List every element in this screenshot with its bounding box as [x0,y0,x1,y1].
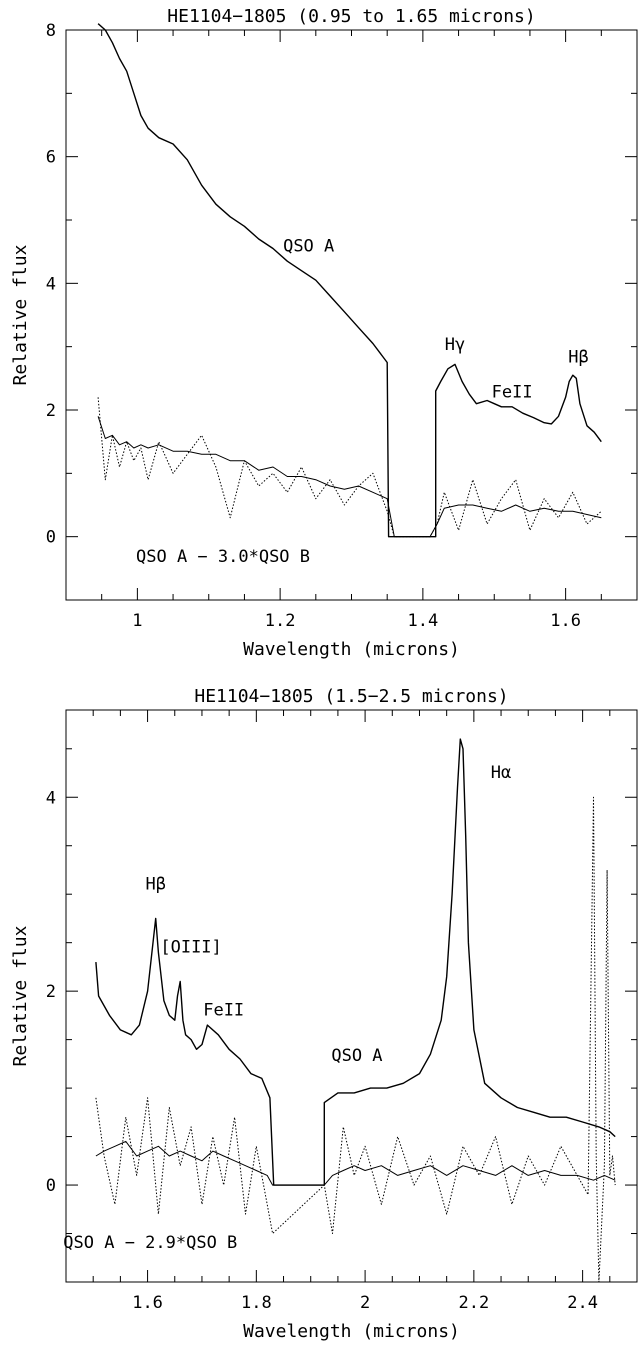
y-axis-label: Relative flux [10,244,31,385]
y-tick-label: 4 [46,788,56,808]
y-tick-label: 4 [46,274,56,294]
chart-panel-bottom: HE1104−1805 (1.5−2.5 microns) 1.6 1.8 2 2.2 2… [10,686,638,1342]
chart-annotation: FeII [203,1000,244,1020]
x-tick-label: 2.4 [567,1293,598,1313]
spectrum-series-solid [95,738,616,1186]
plot-frame [65,709,638,1283]
x-tick-label: 1.4 [408,611,439,631]
y-tick-label: 6 [46,148,56,168]
x-tick-label: 1 [132,611,142,631]
chart-title: HE1104−1805 (1.5−2.5 microns) [194,686,508,707]
chart-annotation: Hβ [145,874,165,894]
chart-annotation: FeII [492,382,533,402]
chart-annotation: Hβ [568,348,588,368]
chart-panel-top: HE1104−1805 (0.95 to 1.65 microns) 1 1.2 1.… [10,6,638,660]
chart-annotation: QSO A − 2.9*QSO B [63,1233,237,1253]
x-tick-label: 1.8 [241,1293,272,1313]
spectrum-series-solid [97,23,602,538]
y-tick-label: 2 [46,982,56,1002]
chart-annotation: Hγ [445,335,465,355]
x-tick-label: 2.2 [458,1293,489,1313]
x-tick-label: 2 [360,1293,370,1313]
y-axis-label: Relative flux [10,925,31,1066]
chart-annotation: QSO A − 3.0*QSO B [136,547,310,567]
spectrum-series-dotted [95,796,616,1283]
y-tick-label: 8 [46,21,56,41]
spectrum-series-dotted [97,397,602,538]
spectrum-series-solid-thin [97,416,602,538]
plot-frame [65,29,638,601]
chart-annotation: Hα [491,763,511,783]
spectrum-series-solid-thin [95,1140,616,1186]
chart-title: HE1104−1805 (0.95 to 1.65 microns) [167,6,535,27]
chart-annotation: QSO A [331,1046,382,1066]
x-tick-label: 1.2 [265,611,296,631]
y-tick-label: 2 [46,401,56,421]
x-axis-label: Wavelength (microns) [243,639,460,660]
x-tick-label: 1.6 [132,1293,163,1313]
chart-annotation: QSO A [283,237,334,257]
chart-annotation: [OIII] [160,937,221,957]
x-tick-label: 1.6 [550,611,581,631]
y-tick-label: 0 [46,1176,56,1196]
x-axis-label: Wavelength (microns) [243,1321,460,1342]
y-tick-label: 0 [46,528,56,548]
